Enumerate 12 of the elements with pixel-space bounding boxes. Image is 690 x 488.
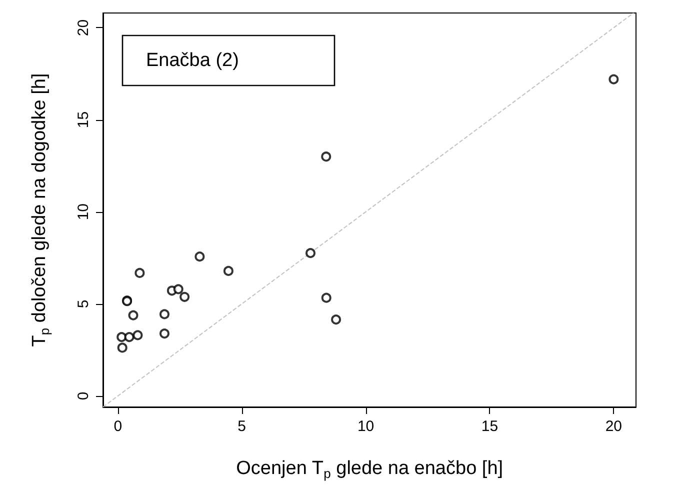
y-tick-label: 0 — [75, 392, 92, 400]
y-tick-label: 5 — [75, 300, 92, 308]
x-tick-label: 20 — [605, 418, 622, 435]
y-tick-label: 20 — [75, 19, 92, 36]
y-axis-title: Tp določen glede na dogodke [h] — [29, 73, 52, 347]
x-tick-label: 0 — [114, 418, 122, 435]
y-tick-label: 15 — [75, 111, 92, 128]
x-tick-label: 15 — [481, 418, 498, 435]
y-tick-label: 10 — [75, 203, 92, 220]
x-tick-label: 10 — [357, 418, 374, 435]
x-tick-label: 5 — [238, 418, 246, 435]
annotation: Enačba (2) — [146, 50, 239, 71]
